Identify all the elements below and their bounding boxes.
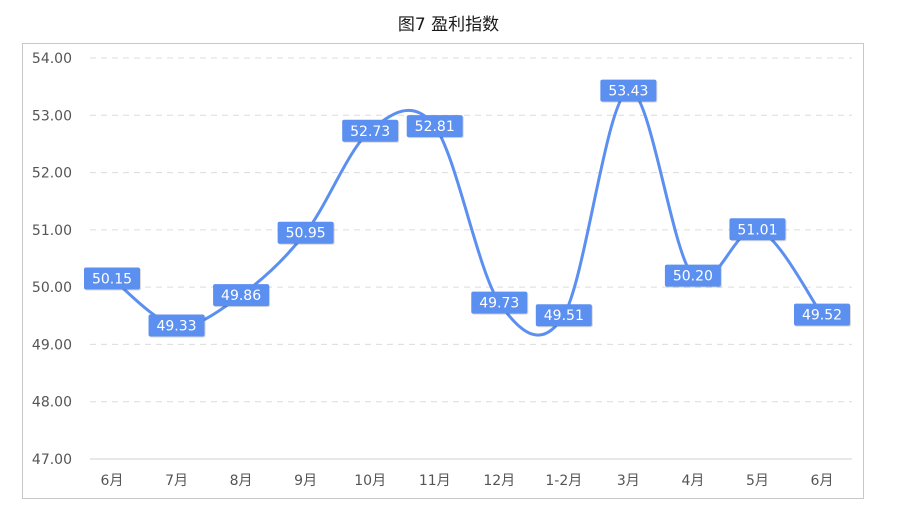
x-tick-label: 7月 xyxy=(165,473,188,489)
data-label-text: 49.51 xyxy=(544,308,584,324)
data-point-label: 49.73 xyxy=(471,291,529,315)
data-label-box xyxy=(148,314,205,337)
data-label-box xyxy=(535,304,592,327)
data-point-label: 50.15 xyxy=(84,267,141,291)
data-label-text: 50.15 xyxy=(92,272,132,288)
data-point-label: 51.01 xyxy=(729,218,787,242)
x-tick-label: 6月 xyxy=(811,473,834,489)
x-tick-label: 8月 xyxy=(230,473,253,489)
x-tick-label: 9月 xyxy=(294,473,317,489)
data-point-label: 50.20 xyxy=(664,264,722,288)
data-label-text: 49.86 xyxy=(221,288,261,304)
x-tick-label: 11月 xyxy=(419,473,451,489)
data-label-text: 51.01 xyxy=(737,222,777,238)
x-tick-label: 5月 xyxy=(746,473,769,489)
data-point-label: 52.81 xyxy=(406,115,464,139)
data-point-label: 53.43 xyxy=(600,79,658,103)
x-tick-label: 3月 xyxy=(617,473,640,489)
data-label-text: 49.73 xyxy=(479,296,519,312)
chart-title: 图7 盈利指数 xyxy=(397,15,500,35)
y-tick-label: 49.00 xyxy=(32,337,72,353)
x-axis-ticks: 6月 7月 8月 9月 10月 11月 12月 1-2月 3月 4月 5月 6月 xyxy=(101,473,834,489)
x-tick-label: 6月 xyxy=(101,473,124,489)
y-axis-ticks: 47.00 48.00 49.00 50.00 51.00 52.00 53.00 54.00 xyxy=(32,51,72,468)
x-tick-label: 4月 xyxy=(681,473,704,489)
data-label-text: 49.52 xyxy=(802,308,842,324)
data-label-box xyxy=(406,115,463,138)
y-tick-label: 47.00 xyxy=(32,452,72,468)
grid-lines xyxy=(90,57,852,460)
y-tick-label: 54.00 xyxy=(32,51,72,67)
data-point-label: 49.86 xyxy=(213,284,271,308)
data-label-text: 52.73 xyxy=(350,124,390,140)
x-tick-label: 1-2月 xyxy=(545,473,582,489)
data-label-box xyxy=(471,291,528,314)
y-tick-label: 48.00 xyxy=(32,395,72,411)
data-point-label: 52.73 xyxy=(342,119,400,143)
y-tick-label: 53.00 xyxy=(32,108,72,124)
data-label-box xyxy=(794,303,850,326)
data-labels: 50.15 49.33 49.86 50.95 52.73 52.81 49.73 49.51… xyxy=(84,79,851,338)
y-tick-label: 52.00 xyxy=(32,166,72,182)
data-label-box xyxy=(342,119,399,142)
data-point-label: 49.33 xyxy=(148,314,206,338)
data-label-box xyxy=(600,79,657,102)
data-label-text: 53.43 xyxy=(608,84,648,100)
y-tick-label: 50.00 xyxy=(32,280,72,296)
data-label-text: 50.20 xyxy=(673,269,713,285)
data-label-text: 50.95 xyxy=(286,226,326,242)
data-label-text: 49.33 xyxy=(156,319,196,335)
data-point-label: 49.51 xyxy=(535,304,593,328)
data-label-box xyxy=(729,218,786,241)
data-label-text: 52.81 xyxy=(415,119,455,135)
x-tick-label: 12月 xyxy=(483,473,515,489)
data-point-label: 50.95 xyxy=(277,221,335,245)
y-tick-label: 51.00 xyxy=(32,223,72,239)
data-point-label: 49.52 xyxy=(794,303,851,327)
plot-frame xyxy=(22,43,864,499)
data-label-box xyxy=(84,267,140,290)
x-tick-label: 10月 xyxy=(354,473,386,489)
data-label-box xyxy=(277,221,334,244)
data-label-box xyxy=(213,284,270,307)
data-label-box xyxy=(664,264,721,287)
